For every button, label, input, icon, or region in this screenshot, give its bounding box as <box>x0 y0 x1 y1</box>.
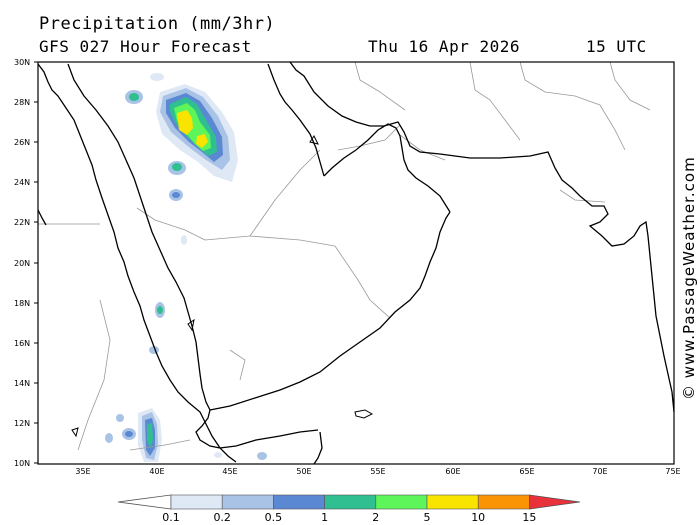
legend-swatch <box>426 494 479 510</box>
precip-cell-small <box>129 93 139 101</box>
legend-label: 2 <box>372 511 379 524</box>
lat-tick-label: 10N <box>14 459 30 468</box>
precip-cell-small <box>172 163 182 171</box>
precip-cell-small <box>172 192 180 198</box>
coastlines <box>37 61 675 465</box>
precip-cell-small <box>105 433 113 443</box>
forecast-time: 15 UTC <box>586 37 647 56</box>
legend-arrow-low <box>117 494 172 510</box>
political-borders <box>38 61 651 451</box>
lat-tick-label: 26N <box>14 138 30 147</box>
precip-cell-south-teal <box>147 423 153 448</box>
legend-label: 15 <box>522 511 536 524</box>
precipitation-layer <box>105 73 267 462</box>
lat-tick-label: 20N <box>14 259 30 268</box>
forecast-date: Thu 16 Apr 2026 <box>368 37 520 56</box>
precip-cell-small <box>150 73 164 81</box>
legend-swatch <box>273 494 325 510</box>
lon-tick-label: 40E <box>149 467 164 476</box>
lon-tick-label: 50E <box>296 467 311 476</box>
precip-cell-small <box>214 452 222 458</box>
lon-tick-label: 70E <box>592 467 607 476</box>
lat-tick-label: 22N <box>14 218 30 227</box>
legend-colorbar: 0.1 0.2 0.5 1 2 5 10 15 <box>117 494 581 524</box>
legend-label: 0.1 <box>162 511 180 524</box>
precip-cell-small <box>157 306 163 314</box>
lon-tick-label: 75E <box>665 467 680 476</box>
lat-tick-label: 12N <box>14 419 30 428</box>
legend-swatch <box>170 494 223 510</box>
legend-arrow-high <box>529 494 581 510</box>
copyright-text: © www.PassageWeather.com <box>680 156 698 400</box>
precip-cell-small <box>257 452 267 460</box>
lat-tick-label: 18N <box>14 299 30 308</box>
legend-label: 5 <box>424 511 431 524</box>
lat-tick-label: 28N <box>14 98 30 107</box>
latitude-axis: 30N 28N 26N 24N 22N 20N 18N 16N 14N 12N … <box>14 58 38 468</box>
lon-tick-label: 65E <box>519 467 534 476</box>
islands <box>71 135 374 438</box>
precip-cell-north-core2 <box>196 134 208 148</box>
legend-swatch <box>477 494 530 510</box>
precip-cell-north-core <box>177 110 193 135</box>
lat-tick-label: 24N <box>14 178 30 187</box>
longitude-axis: 35E 40E 45E 50E 55E 60E 65E 70E 75E <box>75 467 680 476</box>
forecast-subtitle: GFS 027 Hour Forecast <box>39 37 252 56</box>
legend-label: 10 <box>471 511 485 524</box>
lon-tick-label: 45E <box>222 467 237 476</box>
lon-tick-label: 55E <box>370 467 385 476</box>
precip-cell-small <box>181 235 187 245</box>
lat-tick-label: 14N <box>14 379 30 388</box>
lat-tick-label: 16N <box>14 339 30 348</box>
legend-swatch <box>221 494 274 510</box>
legend-swatch <box>375 494 428 510</box>
legend-label: 1 <box>321 511 328 524</box>
lat-tick-label: 30N <box>14 58 30 67</box>
legend-label: 0.5 <box>265 511 283 524</box>
lon-tick-label: 60E <box>445 467 460 476</box>
precip-cell-small <box>116 414 124 422</box>
precip-cell-small <box>125 431 133 437</box>
legend-swatch <box>324 494 377 510</box>
map-title: Precipitation (mm/3hr) <box>39 14 276 34</box>
lon-tick-label: 35E <box>75 467 90 476</box>
legend-label: 0.2 <box>213 511 231 524</box>
